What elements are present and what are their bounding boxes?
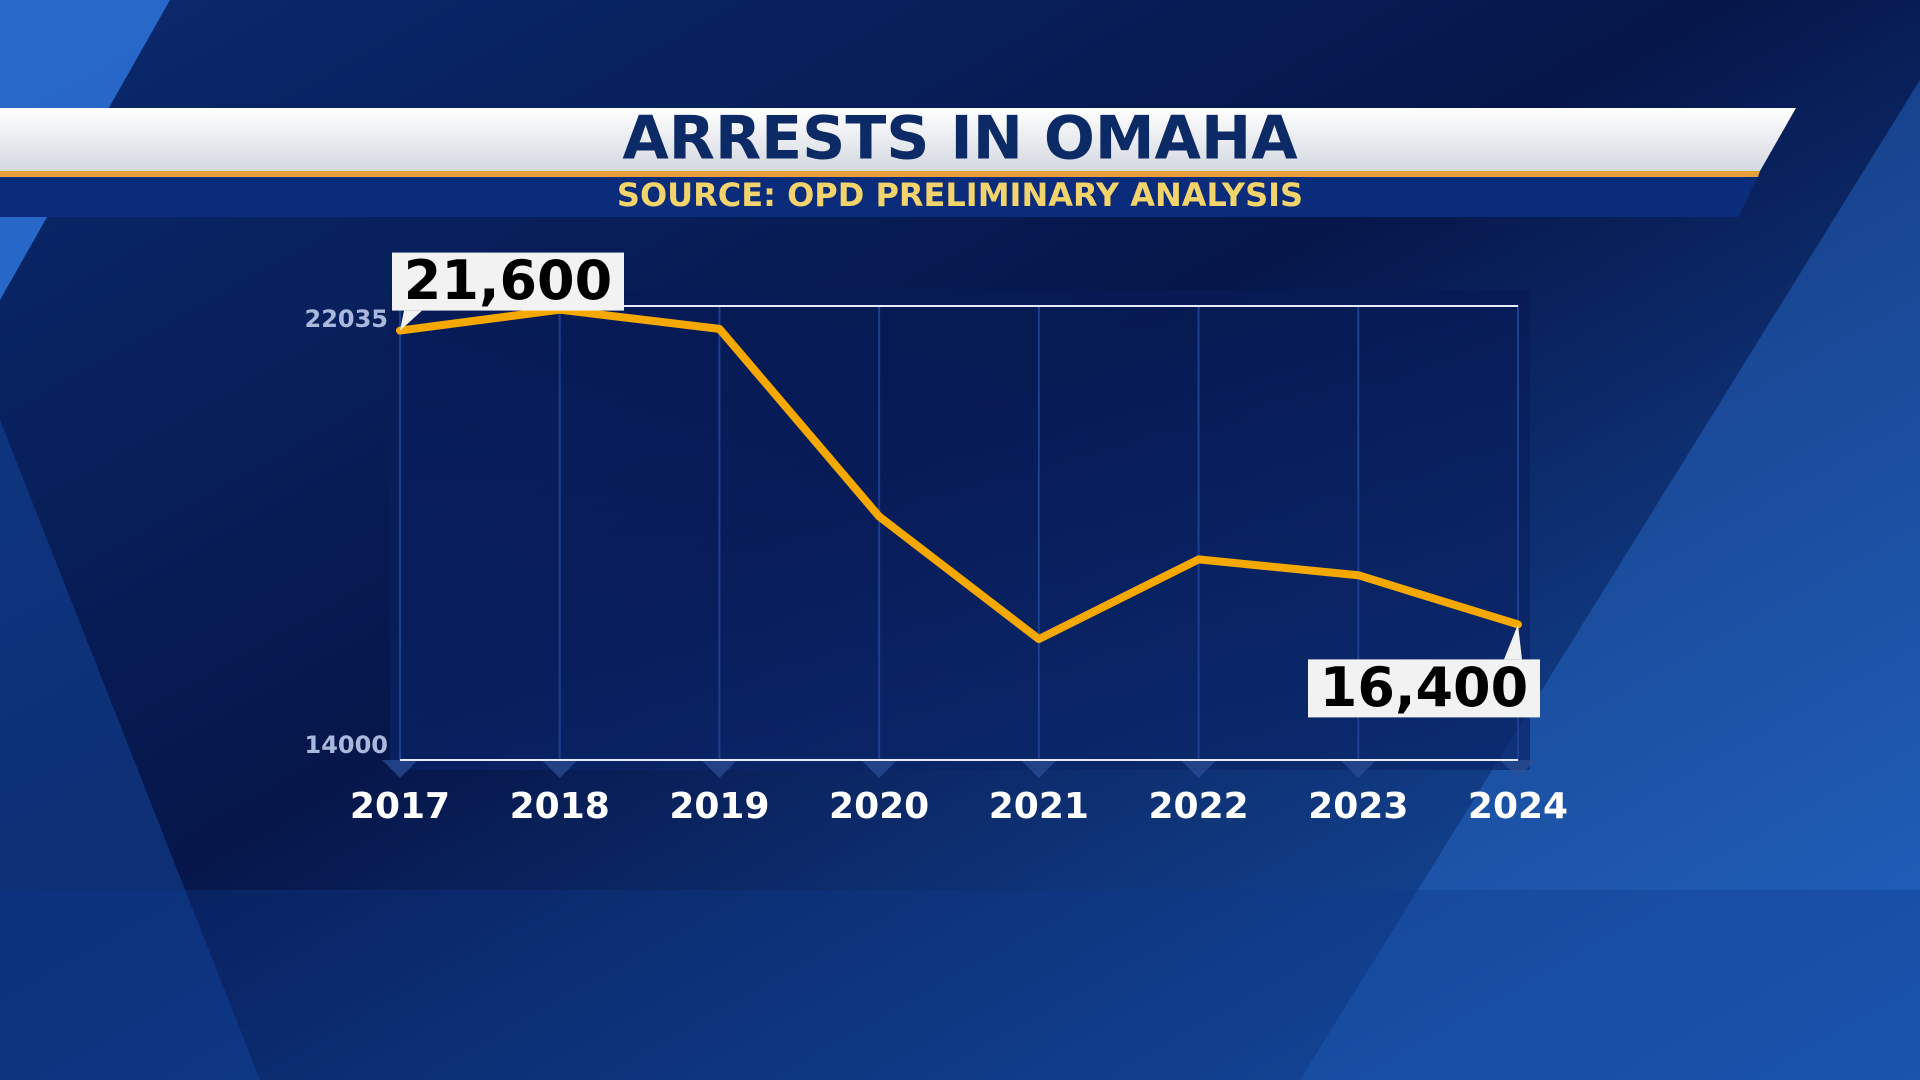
title-banner <box>0 108 1796 171</box>
data-line <box>396 305 1522 644</box>
x-tick-label: 2017 <box>350 786 450 827</box>
y-tick-label: 14000 <box>305 731 389 759</box>
bg-shape <box>1300 80 1920 1080</box>
x-tick-label: 2023 <box>1308 786 1408 827</box>
category-marker <box>382 760 418 778</box>
value-label-pointer <box>400 310 422 331</box>
x-tick-label: 2024 <box>1468 786 1568 827</box>
x-tick-label: 2020 <box>829 786 929 827</box>
plot: 2017 2018 2019 2020 2021 2022 2023 2024 14000 220… <box>305 249 1569 827</box>
category-marker <box>1020 760 1057 778</box>
x-tick-label: 2018 <box>510 786 610 827</box>
bg-band <box>0 890 1920 1080</box>
value-label-box <box>392 252 624 311</box>
category-marker <box>541 760 578 778</box>
x-tick-label: 2022 <box>1148 786 1248 827</box>
bg-shape <box>0 420 260 1080</box>
category-marker <box>1340 760 1377 778</box>
value-label: 21,600 <box>404 249 612 312</box>
category-marker <box>1180 760 1217 778</box>
x-tick-label: 2019 <box>669 786 769 827</box>
value-label-pointer <box>1504 624 1522 660</box>
category-marker <box>861 760 898 778</box>
category-marker <box>1500 760 1536 778</box>
title-rule <box>0 171 1760 177</box>
category-marker <box>701 760 738 778</box>
subtitle-banner <box>0 177 1758 217</box>
y-tick-label: 22035 <box>305 305 389 333</box>
value-label-box <box>1308 659 1540 718</box>
chart-subtitle: SOURCE: OPD PRELIMINARY ANALYSIS <box>617 176 1303 214</box>
chart-title: ARRESTS IN OMAHA <box>622 104 1298 174</box>
value-label: 16,400 <box>1320 656 1528 719</box>
x-tick-label: 2021 <box>989 786 1089 827</box>
